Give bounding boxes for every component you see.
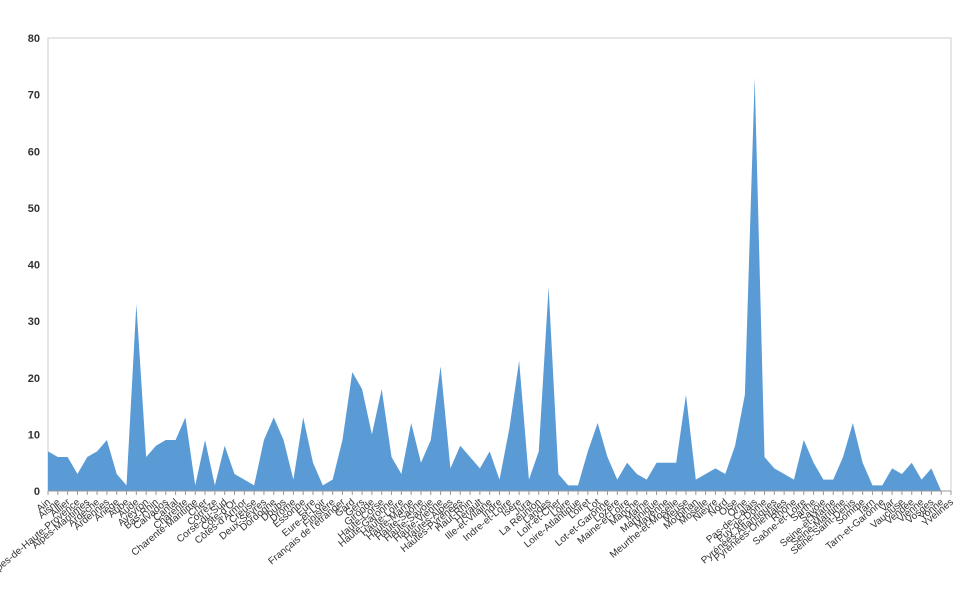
y-tick-label: 40 xyxy=(28,260,40,272)
y-tick-label: 80 xyxy=(28,33,40,45)
y-tick-label: 10 xyxy=(28,429,40,441)
y-axis: 0 10 20 30 40 50 60 70 80 xyxy=(28,33,40,498)
y-tick-label: 70 xyxy=(28,90,40,102)
y-tick-label: 60 xyxy=(28,146,40,158)
area-series xyxy=(48,77,951,491)
y-tick-label: 20 xyxy=(28,373,40,385)
x-axis: AinAisneAllierAlpes-de-Haute-ProvenceAlp… xyxy=(0,491,956,579)
y-tick-label: 0 xyxy=(34,486,40,498)
y-tick-label: 30 xyxy=(28,316,40,328)
y-tick-label: 50 xyxy=(28,203,40,215)
